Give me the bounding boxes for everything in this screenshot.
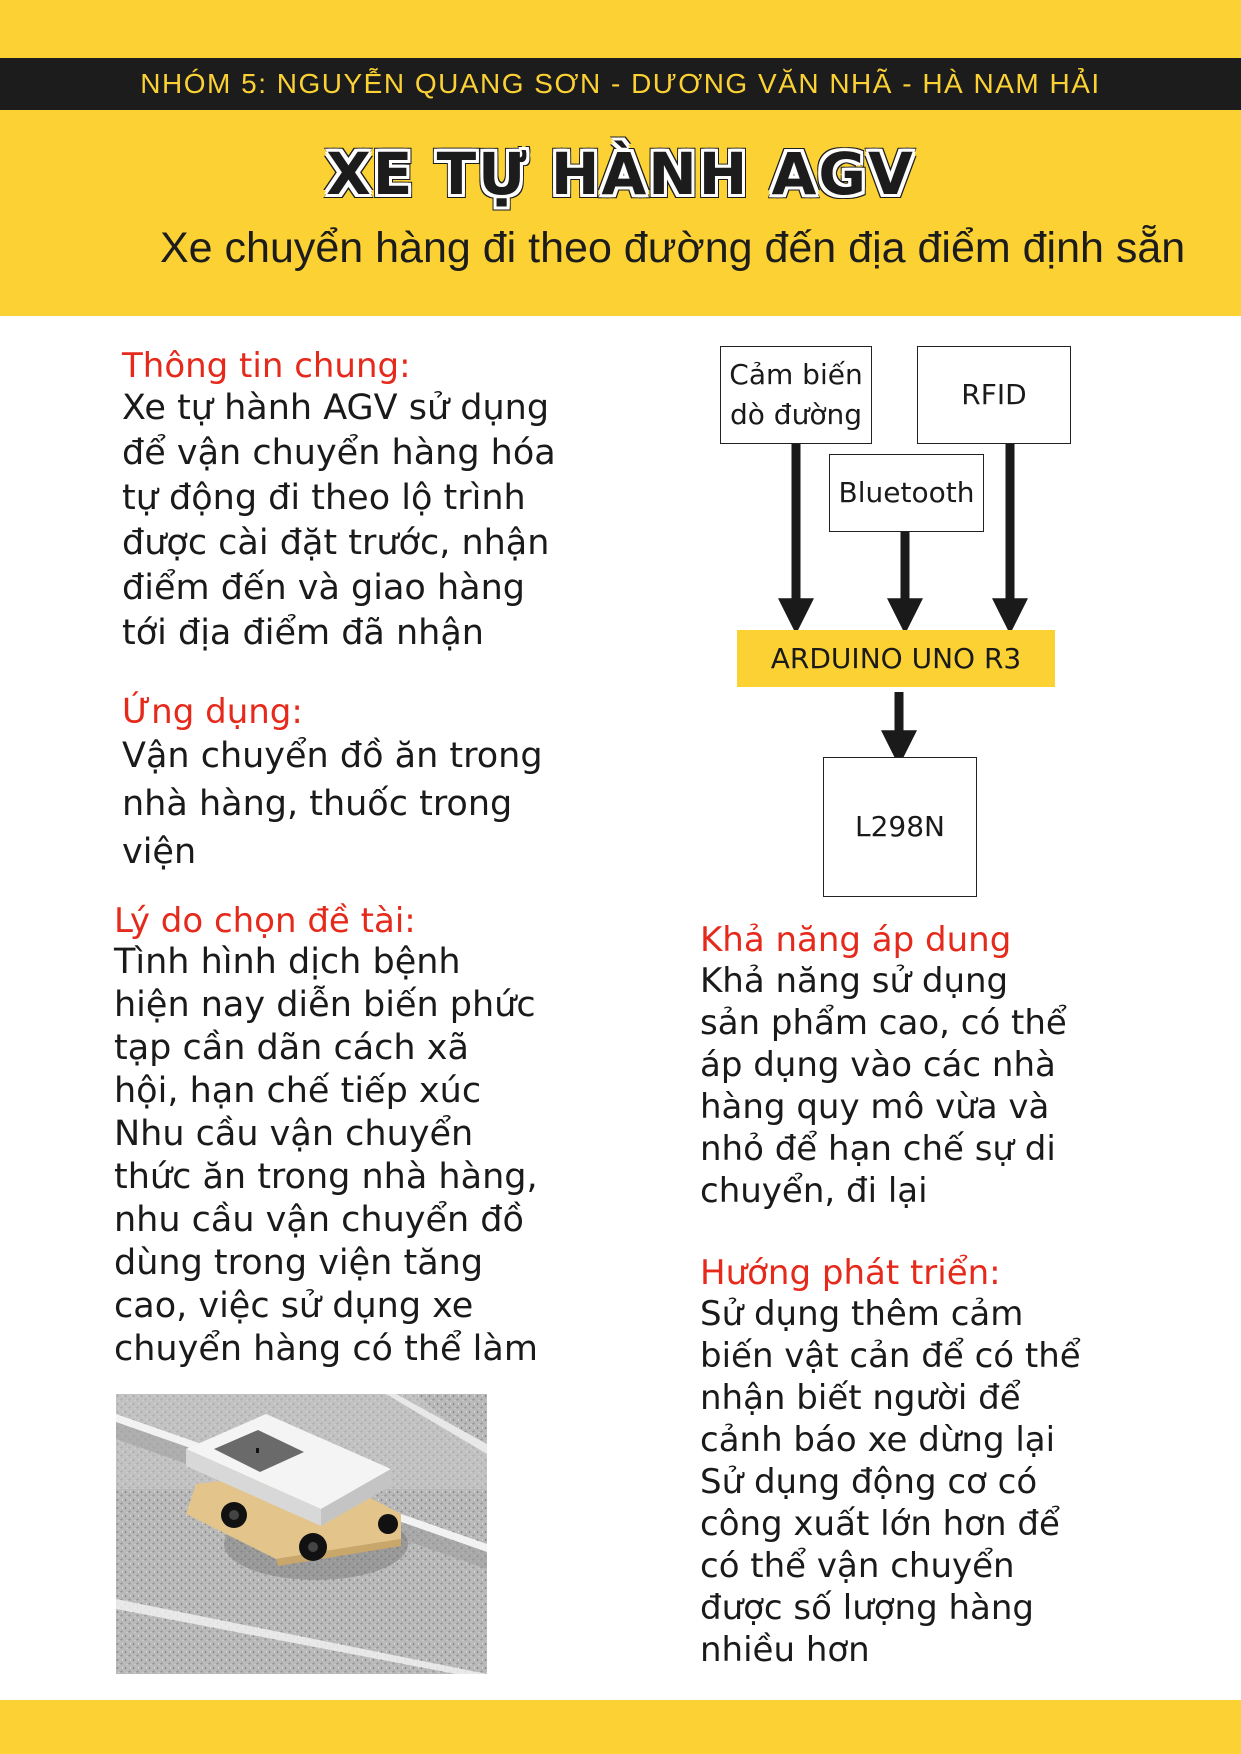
text-line: Khả năng sử dụng — [700, 961, 1009, 1001]
text-line: thức ăn trong nhà hàng, — [114, 1157, 538, 1197]
text-line: Sử dụng thêm cảm — [700, 1294, 1024, 1334]
text-line: tự động đi theo lộ trình — [122, 478, 526, 518]
poster-subtitle: Xe chuyển hàng đi theo đường đến địa điể… — [160, 224, 1186, 272]
text-line: biến vật cản để có thể — [700, 1336, 1081, 1376]
text-line: nhỏ để hạn chế sự di — [700, 1129, 1056, 1169]
text-line: Sử dụng động cơ có — [700, 1462, 1038, 1502]
text-line: Vận chuyển đồ ăn trong — [122, 736, 543, 776]
text-line: tạp cần dãn cách xã — [114, 1028, 469, 1068]
text-line: công xuất lớn hơn để — [700, 1504, 1060, 1544]
text-line: hiện nay diễn biến phức — [114, 985, 536, 1025]
text-line: nhận biết người để — [700, 1378, 1021, 1418]
text-line: điểm đến và giao hàng — [122, 568, 525, 608]
agv-illustration — [116, 1394, 487, 1674]
poster-title: XE TỰ HÀNH AGV — [326, 140, 915, 208]
text-line: nhà hàng, thuốc trong — [122, 784, 513, 824]
text-line: sản phẩm cao, có thể — [700, 1003, 1067, 1043]
section-heading-application: Ứng dụng: — [122, 692, 303, 732]
group-members-bar: NHÓM 5: NGUYỄN QUANG SƠN - DƯƠNG VĂN NHÃ… — [0, 58, 1241, 110]
text-line: cao, việc sử dụng xe — [114, 1286, 474, 1326]
text-line: chuyển, đi lại — [700, 1171, 928, 1211]
footer-band — [0, 1700, 1241, 1754]
text-line: dùng trong viện tăng — [114, 1243, 484, 1283]
text-line: tới địa điểm đã nhận — [122, 613, 484, 653]
header-band — [0, 0, 1241, 316]
section-body-development: Sử dụng thêm cảm biến vật cản để có thể … — [700, 1293, 1081, 1671]
rfid-label: RFID — [961, 378, 1027, 411]
sensor-label-line2: dò đường — [730, 398, 862, 431]
text-line: để vận chuyển hàng hóa — [122, 433, 556, 473]
text-line: nhiều hơn — [700, 1630, 870, 1670]
section-application: Ứng dụng: Vận chuyển đồ ăn trong nhà hàn… — [122, 692, 543, 876]
text-line: viện — [122, 832, 197, 872]
text-line: được cài đặt trước, nhận — [122, 523, 550, 563]
text-line: Tình hình dịch bệnh — [114, 942, 461, 982]
section-reason: Lý do chọn đề tài: Tình hình dịch bệnh h… — [114, 901, 538, 1371]
text-line: có thể vận chuyển — [700, 1546, 1015, 1586]
arduino-box: ARDUINO UNO R3 — [737, 630, 1055, 687]
text-line: cảnh báo xe dừng lại — [700, 1420, 1056, 1460]
text-line: Nhu cầu vận chuyển — [114, 1114, 474, 1154]
section-body-general: Xe tự hành AGV sử dụng để vận chuyển hàn… — [122, 386, 556, 656]
section-body-application: Vận chuyển đồ ăn trong nhà hàng, thuốc t… — [122, 732, 543, 876]
group-members-text: NHÓM 5: NGUYỄN QUANG SƠN - DƯƠNG VĂN NHÃ… — [140, 68, 1101, 99]
driver-label: L298N — [855, 810, 945, 843]
section-body-capability: Khả năng sử dụng sản phẩm cao, có thể áp… — [700, 960, 1067, 1212]
text-line: được số lượng hàng — [700, 1588, 1035, 1628]
section-heading-general: Thông tin chung: — [122, 346, 411, 386]
section-body-reason: Tình hình dịch bệnh hiện nay diễn biến p… — [114, 941, 538, 1371]
text-line: hàng quy mô vừa và — [700, 1087, 1050, 1127]
sensor-box: Cảm biến dò đường — [720, 346, 872, 444]
driver-box: L298N — [823, 757, 977, 897]
section-heading-capability: Khả năng áp dung — [700, 920, 1012, 960]
bluetooth-box: Bluetooth — [829, 454, 984, 532]
diagram-arrows — [778, 444, 1028, 767]
text-line: Xe tự hành AGV sử dụng — [122, 388, 550, 428]
text-line: nhu cầu vận chuyển đồ — [114, 1200, 524, 1240]
text-line: áp dụng vào các nhà — [700, 1045, 1056, 1085]
section-capability: Khả năng áp dung Khả năng sử dụng sản ph… — [700, 920, 1067, 1212]
section-development: Hướng phát triển: Sử dụng thêm cảm biến … — [700, 1253, 1081, 1671]
arduino-label: ARDUINO UNO R3 — [770, 642, 1022, 675]
section-general-info: Thông tin chung: Xe tự hành AGV sử dụng … — [122, 346, 556, 656]
sensor-label-line1: Cảm biến — [729, 358, 863, 391]
block-diagram: Cảm biến dò đường RFID Bluetooth ARDUINO… — [700, 340, 1100, 900]
section-heading-development: Hướng phát triển: — [700, 1253, 1001, 1293]
bluetooth-label: Bluetooth — [838, 476, 975, 509]
text-line: hội, hạn chế tiếp xúc — [114, 1071, 482, 1111]
agv-render-image — [116, 1394, 487, 1674]
text-line: chuyển hàng có thể làm — [114, 1329, 538, 1369]
section-heading-reason: Lý do chọn đề tài: — [114, 901, 416, 941]
rfid-box: RFID — [917, 346, 1071, 444]
